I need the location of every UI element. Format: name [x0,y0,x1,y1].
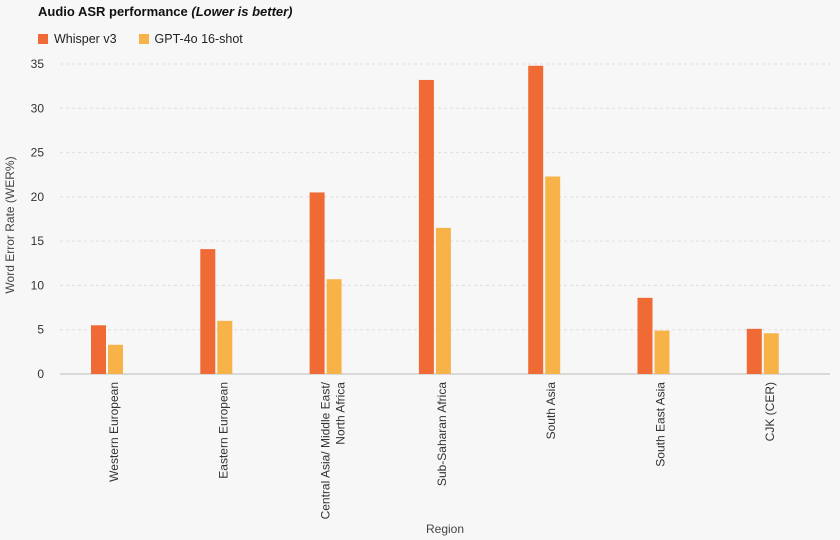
x-tick-label-group: Eastern European [216,382,230,479]
legend-swatch-whisper [38,34,48,44]
y-tick-label: 0 [37,367,44,381]
legend-swatch-gpt4o [138,34,149,44]
x-tick-label: North Africa [334,382,348,445]
bar-gpt4o-6[interactable] [763,333,779,374]
bar-whisper-6[interactable] [746,328,762,374]
bar-whisper-4[interactable] [528,65,544,375]
x-tick-label-group: South Asia [544,382,558,440]
y-tick-label: 30 [31,101,45,115]
x-tick-label-group: South East Asia [654,382,668,467]
x-tick-label: Western European [107,382,121,482]
x-axis-label: Region [426,522,464,536]
x-tick-label: South East Asia [654,382,668,467]
chart-legend: Whisper v3 GPT-4o 16-shot [38,32,243,46]
chart-title-note: (Lower is better) [191,4,293,19]
bar-gpt4o-5[interactable] [654,330,670,374]
legend-label-whisper: Whisper v3 [54,32,117,46]
x-tick-label-group: Western European [107,382,121,482]
y-tick-label: 10 [31,278,45,292]
legend-item-gpt4o[interactable]: GPT-4o 16-shot [138,32,243,46]
x-axis-labels: Western European Eastern European Central … [107,381,777,519]
chart-title-main: Audio ASR performance [38,4,188,19]
bar-gpt4o-0[interactable] [108,344,123,374]
x-tick-label-group: CJK (CER) [763,382,777,441]
x-tick-label: CJK (CER) [763,382,777,441]
y-tick-label: 15 [31,234,45,248]
bar-gpt4o-3[interactable] [435,227,451,374]
bar-whisper-2[interactable] [309,192,325,374]
bars [91,65,779,375]
bar-gpt4o-1[interactable] [217,320,233,374]
y-tick-label: 20 [31,190,45,204]
y-axis-label: Word Error Rate (WER%) [3,156,17,293]
legend-label-gpt4o: GPT-4o 16-shot [154,32,243,46]
x-tick-label: South Asia [544,382,558,440]
x-tick-label: Central Asia/ Middle East/ [319,381,333,519]
legend-item-whisper[interactable]: Whisper v3 [38,32,117,46]
bar-whisper-0[interactable] [91,325,106,374]
bar-gpt4o-4[interactable] [545,176,561,374]
x-tick-label: Eastern European [216,382,230,479]
x-tick-label-group: Sub-Saharan Africa [435,382,449,486]
y-tick-label: 25 [31,146,45,160]
bar-whisper-1[interactable] [200,249,216,374]
y-tick-label: 35 [31,57,45,71]
bar-whisper-5[interactable] [637,297,653,374]
bar-gpt4o-2[interactable] [326,279,342,374]
bar-whisper-3[interactable] [418,79,434,374]
y-axis-ticks: 0 5 10 15 20 25 30 35 [31,57,45,381]
x-tick-label: Sub-Saharan Africa [435,382,449,486]
x-tick-label-group: Central Asia/ Middle East/North Africa [319,381,348,519]
y-tick-label: 5 [37,323,44,337]
chart-title: Audio ASR performance (Lower is better) [38,4,293,19]
